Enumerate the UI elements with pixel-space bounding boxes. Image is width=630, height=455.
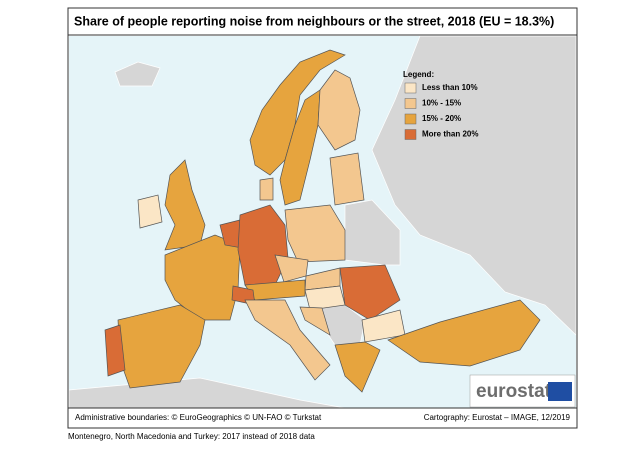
country bbox=[279, 89, 321, 206]
legend-label: 15% - 20% bbox=[422, 114, 461, 123]
country bbox=[329, 152, 365, 206]
footer-left: Administrative boundaries: © EuroGeograp… bbox=[75, 413, 322, 422]
logo-text: eurostat bbox=[476, 381, 552, 402]
country bbox=[137, 194, 163, 229]
country bbox=[299, 306, 331, 336]
legend-label: Less than 10% bbox=[422, 83, 478, 92]
note: Montenegro, North Macedonia and Turkey: … bbox=[68, 432, 315, 441]
country bbox=[244, 299, 331, 381]
country bbox=[317, 69, 361, 151]
footer-right: Cartography: Eurostat – IMAGE, 12/2019 bbox=[424, 413, 571, 422]
country bbox=[334, 341, 381, 393]
country bbox=[339, 264, 401, 321]
map-title: Share of people reporting noise from nei… bbox=[74, 14, 554, 28]
countries bbox=[104, 49, 541, 393]
country bbox=[387, 299, 541, 367]
legend-label: 10% - 15% bbox=[422, 99, 461, 108]
country bbox=[249, 49, 346, 176]
legend-swatch bbox=[404, 129, 417, 140]
legend-title: Legend: bbox=[403, 70, 434, 79]
country bbox=[259, 177, 274, 201]
country bbox=[284, 204, 346, 263]
legend-swatch bbox=[404, 113, 417, 125]
legend-label: More than 20% bbox=[422, 130, 478, 139]
eu-flag bbox=[548, 382, 572, 401]
legend-swatch bbox=[404, 98, 417, 109]
country bbox=[104, 324, 126, 377]
legend: Less than 10% 10% - 15% 15% - 20% More than… bbox=[404, 82, 478, 140]
legend-swatch bbox=[404, 82, 417, 94]
